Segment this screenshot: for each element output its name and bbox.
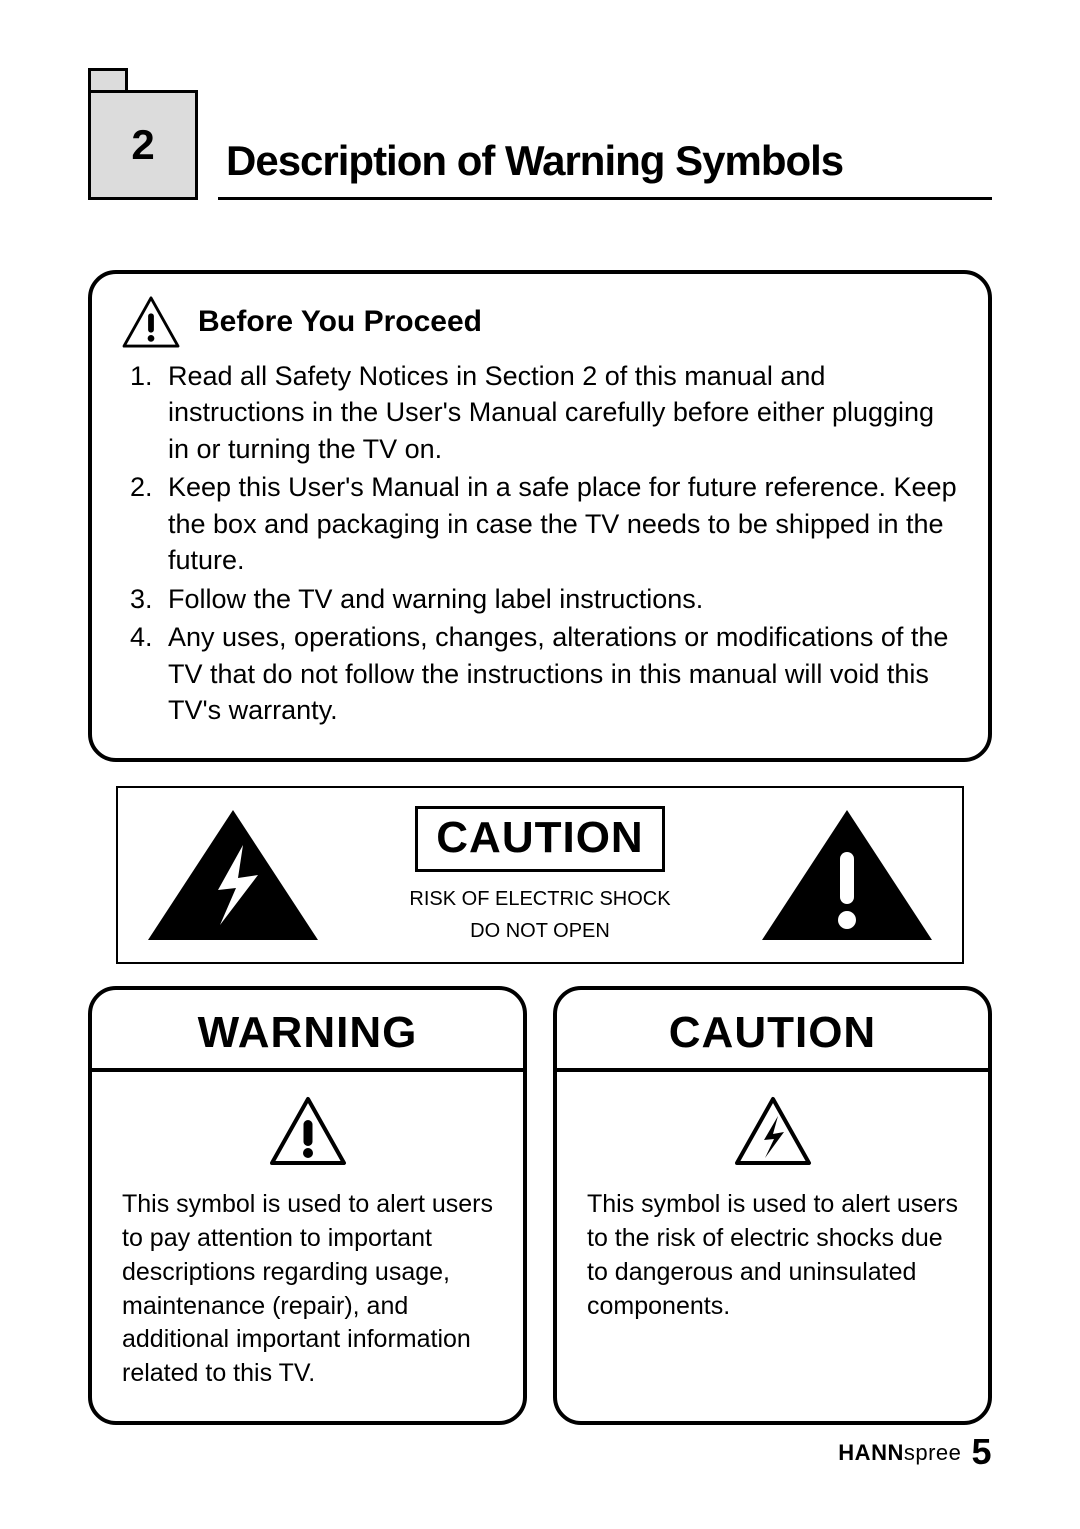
caution-box-icon-wrap [587,1096,958,1166]
section-number-tab: 2 [88,90,198,200]
caution-label: CAUTION [415,806,664,872]
electric-bolt-triangle-solid-icon [148,810,318,940]
proceed-heading: Before You Proceed [198,305,482,339]
electric-bolt-triangle-outline-icon [734,1096,812,1166]
manual-page: 2 Description of Warning Symbols Before … [0,0,1080,1529]
banner-center: CAUTION RISK OF ELECTRIC SHOCK DO NOT OP… [409,806,670,944]
caution-sub2: DO NOT OPEN [409,918,670,944]
caution-explanation-box: CAUTION This symbol is used to alert use… [553,986,992,1425]
section-number: 2 [131,121,154,169]
exclamation-triangle-solid-icon [762,810,932,940]
brand-bold: HANN [838,1440,904,1465]
tab-notch [88,68,128,90]
warning-triangle-outline-icon [122,296,180,348]
warning-box-icon-wrap [122,1096,493,1166]
page-footer: HANNspree 5 [838,1431,992,1473]
warning-explanation-box: WARNING This symbol is used to alert use… [88,986,527,1425]
proceed-heading-row: Before You Proceed [122,296,958,348]
list-item: Read all Safety Notices in Section 2 of … [160,358,958,467]
before-you-proceed-box: Before You Proceed Read all Safety Notic… [88,270,992,762]
caution-box-title: CAUTION [557,1008,988,1072]
page-number: 5 [971,1431,992,1472]
caution-banner: CAUTION RISK OF ELECTRIC SHOCK DO NOT OP… [116,786,964,964]
section-header: 2 Description of Warning Symbols [88,90,992,200]
section-title: Description of Warning Symbols [218,137,992,200]
warning-box-title: WARNING [92,1008,523,1072]
proceed-list: Read all Safety Notices in Section 2 of … [122,358,958,728]
brand-light: spree [904,1440,962,1465]
warning-box-text: This symbol is used to alert users to pa… [122,1188,493,1391]
symbol-explanation-row: WARNING This symbol is used to alert use… [88,986,992,1425]
caution-box-text: This symbol is used to alert users to th… [587,1188,958,1323]
warning-triangle-outline-icon [269,1096,347,1166]
list-item: Follow the TV and warning label instruct… [160,581,958,617]
list-item: Keep this User's Manual in a safe place … [160,469,958,578]
caution-sub1: RISK OF ELECTRIC SHOCK [409,886,670,912]
list-item: Any uses, operations, changes, alteratio… [160,619,958,728]
